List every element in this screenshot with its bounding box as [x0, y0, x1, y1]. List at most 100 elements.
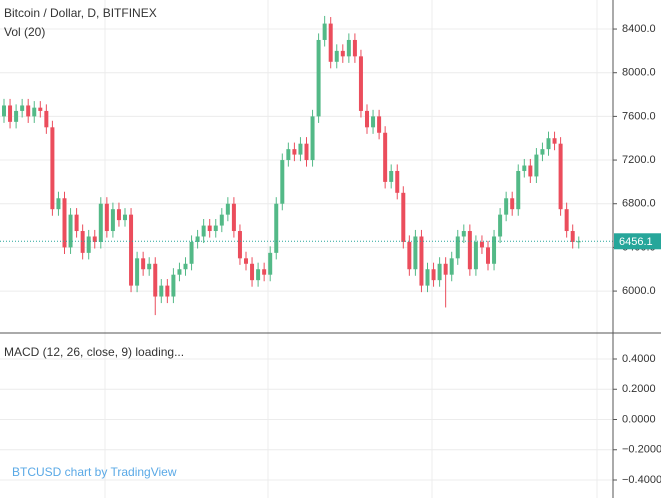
y-tick-label: 8400.0 [622, 23, 656, 35]
y-tick-label: 6800.0 [622, 198, 656, 210]
candle-body [552, 138, 557, 144]
candle-body [256, 269, 261, 281]
macd-title: MACD (12, 26, close, 9) loading... [4, 345, 184, 359]
plot [0, 15, 613, 481]
candle-body [213, 225, 218, 232]
candle-body [237, 231, 242, 259]
candle-body [141, 258, 146, 270]
candle-body [510, 198, 515, 210]
candle-body [492, 236, 497, 264]
candle-body [262, 269, 267, 275]
candle-body [2, 105, 6, 117]
candle-body [534, 154, 539, 177]
candle-body [504, 198, 509, 215]
attribution[interactable]: BTCUSD chart by TradingView [12, 465, 177, 479]
candle-body [431, 269, 436, 281]
candle-body [135, 258, 140, 286]
candle-body [62, 198, 67, 248]
candle-body [437, 263, 442, 281]
candle-body [104, 203, 109, 232]
candle-body [407, 241, 412, 270]
candle-body [328, 23, 333, 62]
candle-body [371, 116, 376, 128]
candle-body [522, 165, 527, 171]
candle-body [129, 214, 134, 286]
candle-body [116, 209, 121, 221]
chart-title: Bitcoin / Dollar, D, BITFINEX [4, 6, 157, 20]
candle-body [98, 203, 103, 242]
candle-body [165, 285, 170, 297]
candle-body [419, 236, 424, 286]
candle-body [316, 39, 321, 117]
candle-body [38, 107, 43, 111]
candle-body [528, 165, 533, 177]
candle-body [298, 143, 303, 155]
candle-body [56, 198, 61, 210]
candle-body [449, 258, 454, 275]
candle-body [86, 236, 91, 253]
candle-body [389, 170, 394, 182]
candle-body [286, 149, 291, 161]
candle-body [74, 214, 79, 232]
last-price-label: 6456.1 [619, 236, 653, 248]
candle-body [304, 143, 309, 161]
candle-body [334, 50, 339, 62]
candle-body [250, 263, 255, 281]
candle-body [516, 170, 521, 210]
candle-body [401, 192, 406, 242]
candle-body [177, 269, 182, 275]
candle-body [153, 263, 158, 297]
candle-body [576, 241, 581, 243]
candle-body [395, 170, 400, 193]
candle-body [207, 225, 212, 232]
candle-body [340, 50, 345, 57]
candle-body [455, 236, 460, 259]
candle-body [486, 247, 490, 264]
candle-body [280, 160, 285, 204]
candle-body [352, 39, 357, 57]
candle-body [425, 269, 430, 286]
candle-body [310, 116, 315, 161]
candle-body [558, 143, 563, 210]
candle-body [383, 132, 388, 182]
candle-body [201, 225, 206, 237]
candle-body [171, 274, 176, 297]
candle-body [14, 110, 19, 122]
y-tick-label: 0.2000 [622, 383, 656, 395]
candle-body [147, 263, 152, 270]
last-price-box [614, 233, 661, 250]
y-tick-label: −0.2000 [622, 444, 661, 456]
candle-body [20, 105, 25, 111]
candle-body [68, 214, 73, 248]
candle-body [159, 285, 164, 297]
candle-body [8, 105, 13, 122]
candle-body [195, 236, 200, 242]
candle-body [92, 236, 97, 242]
candle-body [479, 241, 484, 248]
candle-body [189, 241, 194, 264]
candle-body [413, 236, 418, 270]
candle-body [244, 258, 248, 264]
candle-body [443, 263, 448, 275]
candle-body [346, 39, 351, 57]
candle-body [225, 203, 230, 215]
candle-body [546, 138, 551, 150]
candle-body [26, 105, 31, 117]
vertical-grid [104, 0, 598, 498]
candle-body [365, 110, 369, 128]
y-tick-label: 7200.0 [622, 154, 656, 166]
candle-body [80, 231, 85, 253]
candle-body [540, 149, 545, 155]
y-tick-label: 0.0000 [622, 413, 656, 425]
candle-body [570, 231, 575, 242]
candle-body [123, 214, 127, 221]
candle-body [292, 149, 297, 155]
candle-body [498, 214, 503, 237]
candle-body [461, 231, 466, 237]
y-tick-label: 6000.0 [622, 285, 656, 297]
candle-body [467, 231, 472, 270]
candle-body [183, 263, 188, 270]
volume-label: Vol (20) [4, 25, 45, 39]
candle-body [564, 209, 569, 232]
